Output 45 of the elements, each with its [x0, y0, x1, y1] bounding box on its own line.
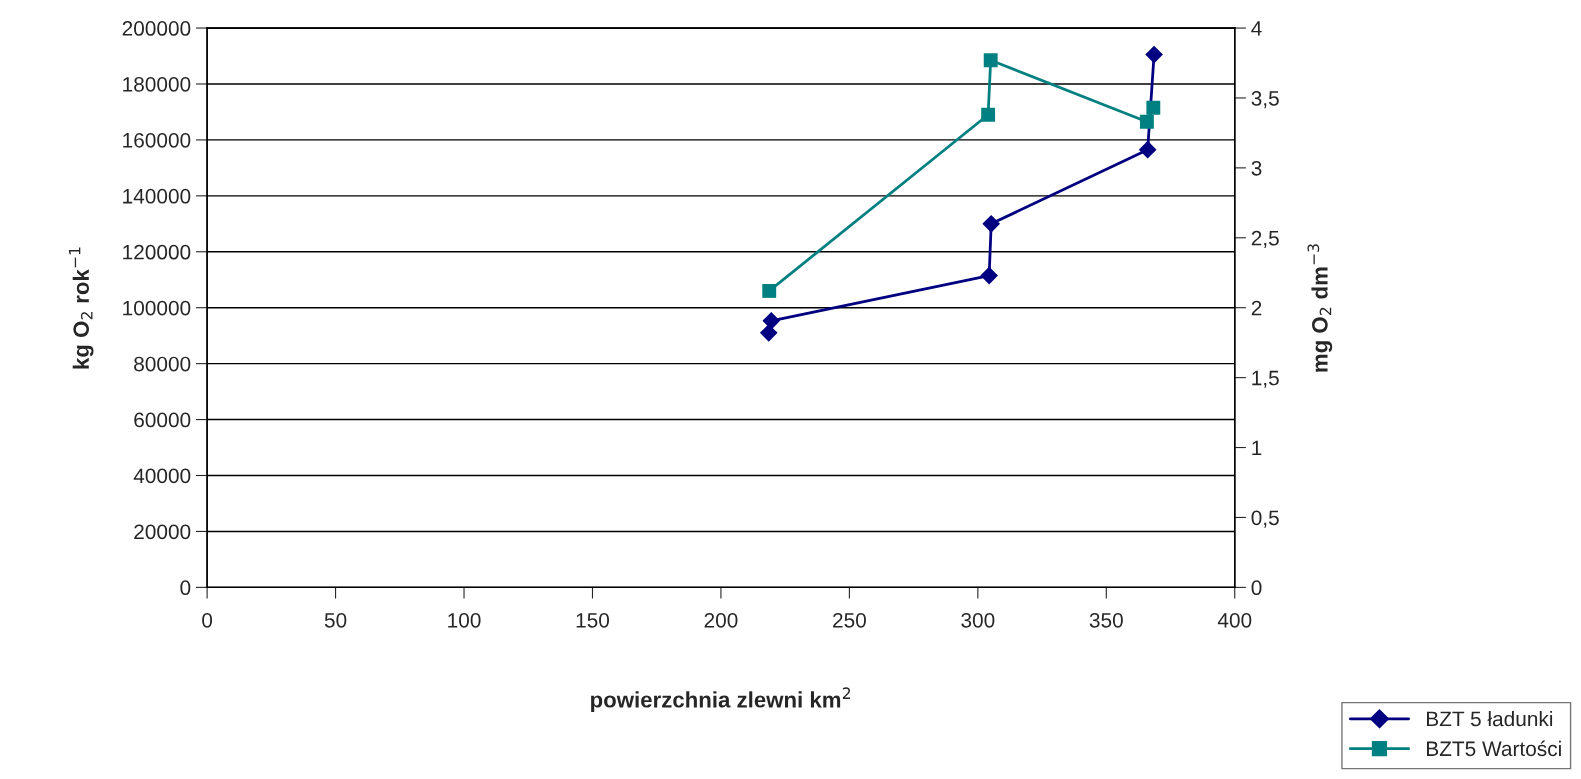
point — [982, 214, 1001, 233]
y-tick-label: 20000 — [134, 524, 191, 540]
y2-tick-label: 4 — [1251, 21, 1262, 36]
point — [980, 266, 998, 285]
y2-tick-label: 1,5 — [1252, 370, 1279, 388]
point — [1139, 114, 1154, 129]
y2-tick-label: 0,5 — [1251, 510, 1279, 528]
point — [981, 107, 996, 122]
y-axis-title: kg O$_{2}$ rok$^{−1}$ — [68, 247, 94, 369]
legend-label: BZT 5 ładunki — [1427, 710, 1553, 727]
point — [762, 312, 781, 330]
y2-tick-label: 2 — [1251, 300, 1262, 316]
x-tick-label: 100 — [448, 612, 481, 628]
x-tick-label: 400 — [1217, 612, 1252, 628]
x-tick-label: 200 — [704, 612, 738, 628]
y-tick-label: 180000 — [123, 76, 191, 92]
legend-label: BZT5 Wartości — [1427, 740, 1561, 757]
point — [759, 324, 778, 342]
point — [1146, 100, 1161, 115]
y2-axis-title: mg O$_{2}$ dm$^{−3}$ — [1307, 244, 1333, 372]
y2-tick-label: 3 — [1251, 160, 1262, 176]
y-tick-label: 120000 — [123, 244, 191, 260]
x-tick-label: 150 — [576, 612, 610, 628]
x-tick-label: 250 — [833, 612, 866, 628]
y-tick-label: 80000 — [134, 356, 191, 372]
y-tick-label: 140000 — [123, 188, 191, 204]
y2-tick-label: 2,5 — [1251, 230, 1279, 248]
x-tick-label: 350 — [1089, 612, 1123, 628]
x-tick-label: 300 — [961, 612, 995, 628]
point — [1145, 45, 1163, 64]
y-tick-label: 160000 — [123, 132, 191, 148]
x-axis-title: powierzchnia zlewni km$^{2}$ — [591, 687, 851, 713]
y2-tick-label: 0 — [1251, 580, 1262, 596]
y-tick-label: 200000 — [122, 21, 191, 36]
point — [983, 53, 998, 68]
y2-tick-label: 3,5 — [1251, 90, 1279, 109]
y-tick-label: 40000 — [133, 468, 191, 484]
x-tick-label: 50 — [324, 612, 347, 628]
y-tick-label: 100000 — [123, 300, 191, 316]
y-tick-label: 0 — [180, 580, 191, 596]
y2-tick-label: 1 — [1252, 440, 1262, 456]
x-tick-label: 0 — [202, 612, 213, 628]
point — [762, 283, 777, 298]
point — [1138, 140, 1157, 159]
y-tick-label: 60000 — [134, 412, 191, 428]
